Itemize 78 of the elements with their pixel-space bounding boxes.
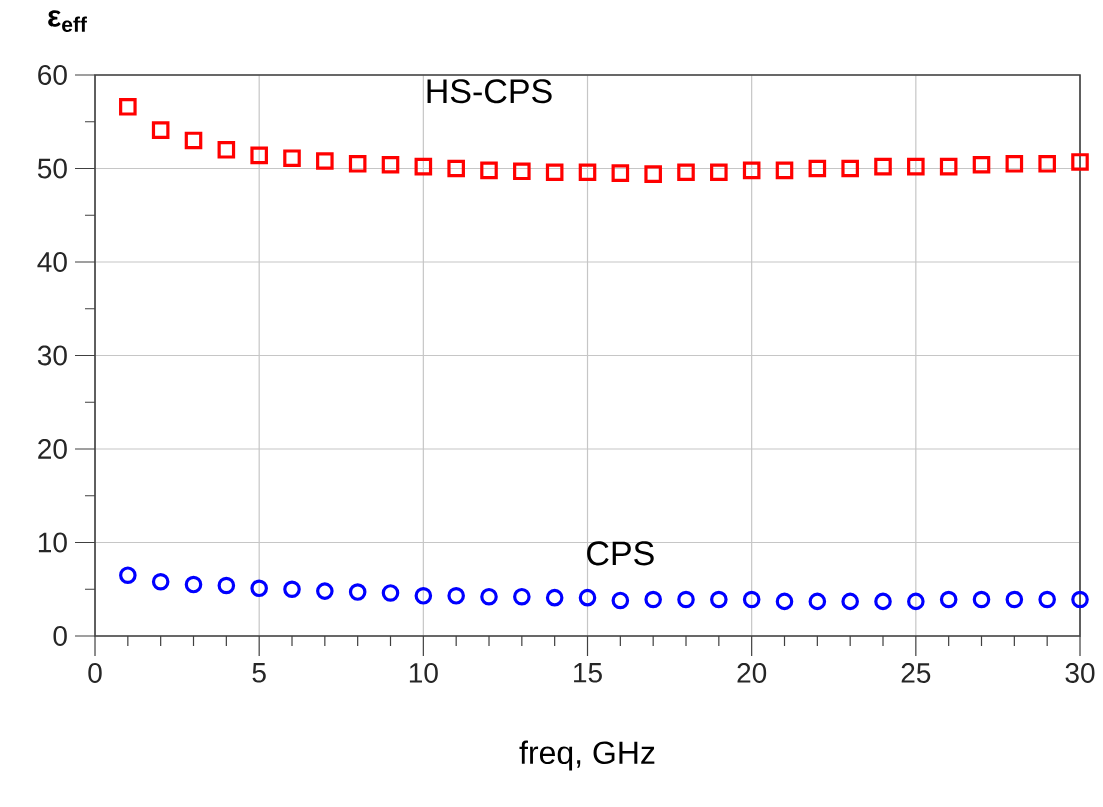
point bbox=[513, 162, 531, 181]
point bbox=[1005, 155, 1024, 173]
point bbox=[841, 159, 859, 178]
point bbox=[381, 155, 400, 174]
point bbox=[414, 586, 433, 605]
point bbox=[414, 157, 433, 176]
point bbox=[250, 579, 268, 598]
x-tick-label: 30 bbox=[1065, 663, 1095, 683]
x-tick-label: 20 bbox=[737, 663, 767, 683]
point bbox=[677, 163, 695, 182]
point bbox=[151, 121, 170, 139]
point bbox=[578, 588, 597, 607]
point bbox=[939, 157, 958, 176]
point bbox=[545, 588, 564, 607]
point bbox=[775, 161, 794, 180]
point bbox=[283, 149, 301, 167]
point bbox=[1005, 590, 1024, 609]
y-tick-label: 20 bbox=[38, 439, 67, 459]
point bbox=[611, 164, 630, 182]
point bbox=[480, 587, 498, 606]
point bbox=[1038, 590, 1056, 609]
y-tick-label: 30 bbox=[37, 345, 67, 366]
y-tick-label: 50 bbox=[37, 158, 67, 179]
point bbox=[775, 592, 794, 611]
point bbox=[644, 590, 662, 609]
point bbox=[710, 590, 728, 609]
y-tick-label: 40 bbox=[37, 252, 67, 272]
point bbox=[119, 566, 137, 585]
point bbox=[1038, 155, 1056, 173]
point bbox=[611, 591, 630, 610]
y-tick-label: 60 bbox=[38, 65, 67, 85]
point bbox=[184, 131, 203, 150]
point bbox=[447, 159, 465, 178]
point bbox=[710, 163, 728, 182]
point bbox=[447, 586, 465, 605]
x-axis-title: freq, GHz bbox=[519, 740, 655, 771]
x-tick-label: 0 bbox=[88, 663, 102, 683]
point bbox=[480, 161, 498, 180]
point bbox=[348, 155, 367, 173]
point bbox=[808, 592, 827, 611]
series-label: CPS bbox=[587, 541, 654, 566]
point bbox=[808, 159, 827, 178]
point bbox=[545, 163, 564, 182]
point bbox=[151, 572, 170, 591]
x-tick-label: 15 bbox=[574, 663, 602, 683]
point bbox=[874, 592, 892, 611]
point bbox=[1071, 590, 1089, 609]
point bbox=[742, 590, 761, 609]
point bbox=[677, 590, 695, 609]
series-label: HS-CPS bbox=[427, 79, 552, 104]
x-tick-label: 10 bbox=[409, 663, 438, 683]
point bbox=[874, 157, 892, 176]
x-tick-label: 5 bbox=[252, 663, 266, 683]
point bbox=[217, 140, 236, 159]
point bbox=[1071, 153, 1089, 171]
x-tick-label: 25 bbox=[901, 663, 931, 683]
point bbox=[907, 592, 925, 611]
point bbox=[742, 161, 761, 180]
y-axis-title: ε$_{eff}$ bbox=[48, 10, 87, 32]
point bbox=[283, 580, 301, 599]
point bbox=[972, 155, 991, 174]
point bbox=[184, 575, 203, 594]
point bbox=[316, 152, 334, 170]
y-tick-label: 0 bbox=[53, 626, 67, 646]
point bbox=[381, 584, 400, 602]
point bbox=[644, 165, 662, 183]
point bbox=[578, 163, 597, 182]
y-tick-label: 10 bbox=[38, 532, 67, 553]
point bbox=[841, 592, 859, 611]
point bbox=[119, 97, 137, 116]
point bbox=[217, 576, 236, 595]
point bbox=[972, 590, 991, 609]
point bbox=[513, 587, 531, 606]
point bbox=[939, 590, 958, 609]
point bbox=[348, 583, 367, 601]
point bbox=[316, 582, 334, 600]
point bbox=[250, 146, 268, 165]
point bbox=[907, 157, 925, 176]
